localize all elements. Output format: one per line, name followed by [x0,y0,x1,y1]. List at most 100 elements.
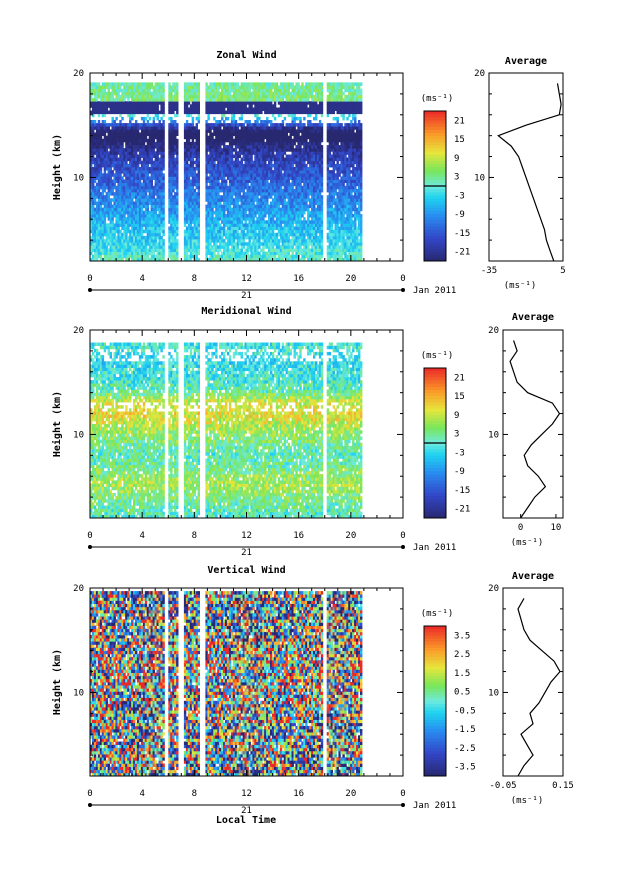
profile-x-tick-label: -0.05 [489,781,516,791]
colorbar-segment [424,757,446,761]
date-axis-dot [88,545,92,549]
colorbar-segment [424,739,446,743]
colorbar-unit: (ms⁻¹) [421,351,454,361]
colorbar-segment [424,462,446,466]
panel-title: Zonal Wind [216,49,276,61]
x-axis-label: Local Time [216,814,276,826]
colorbar-segment [424,412,446,416]
colorbar-tick-label: 15 [454,135,465,145]
colorbar-tick-label: -21 [454,248,470,258]
colorbar-segment [424,704,446,708]
colorbar-segment [424,217,446,221]
x-tick-label: 0 [400,789,405,799]
date-axis-dot [88,803,92,807]
colorbar-segment [424,493,446,497]
x-tick-label: 0 [87,789,92,799]
date-axis-dot [401,288,405,292]
colorbar-segment [424,717,446,721]
date-label: 21 [241,291,252,301]
colorbar-segment [424,437,446,441]
colorbar-segment [424,205,446,209]
colorbar-segment [424,710,446,714]
colorbar-segment [424,167,446,171]
colorbar-tick-label: -1.5 [454,725,476,735]
profile-x-tick-label: 0.15 [552,781,574,791]
colorbar-segment [424,195,446,199]
y-axis-label: Height (km) [51,134,63,200]
profile-x-tick-label: 5 [560,266,565,276]
colorbar-segment [424,111,446,115]
colorbar-segment [424,124,446,128]
profile-line [510,340,559,518]
colorbar-segment [424,767,446,771]
x-tick-label: 16 [293,531,304,541]
colorbar-segment [424,180,446,184]
colorbar-tick-label: -0.5 [454,706,476,716]
profile-y-tick-label: 20 [474,69,485,79]
profile-line [518,598,560,776]
profile-frame [489,73,563,261]
y-axis-label: Height (km) [51,649,63,715]
colorbar-segment [424,676,446,680]
colorbar: 3.52.51.50.5-0.5-1.5-2.5-3.5(ms⁻¹) [421,609,476,777]
colorbar-segment [424,487,446,491]
colorbar-segment [424,202,446,206]
colorbar-segment [424,742,446,746]
profile-y-tick-label: 20 [488,326,499,336]
colorbar-segment [424,673,446,677]
colorbar-segment [424,689,446,693]
colorbar-segment [424,170,446,174]
x-tick-label: 0 [87,531,92,541]
x-tick-label: 8 [192,531,197,541]
colorbar-segment [424,434,446,438]
profile-x-label: (ms⁻¹) [504,281,537,291]
colorbar-segment [424,177,446,181]
colorbar-segment [424,406,446,410]
colorbar-unit: (ms⁻¹) [421,94,454,104]
colorbar-segment [424,452,446,456]
colorbar-segment [424,651,446,655]
colorbar-tick-label: 3.5 [454,631,470,641]
colorbar-segment [424,127,446,131]
colorbar-segment [424,114,446,118]
panel-title: Vertical Wind [207,564,285,576]
colorbar-segment [424,145,446,149]
colorbar-segment [424,446,446,450]
colorbar-segment [424,654,446,658]
x-tick-label: 12 [241,531,252,541]
colorbar-segment [424,751,446,755]
colorbar-segment [424,468,446,472]
x-tick-label: 4 [139,274,144,284]
colorbar-segment [424,698,446,702]
colorbar-segment [424,465,446,469]
colorbar-segment [424,512,446,516]
x-tick-label: 4 [139,531,144,541]
colorbar-segment [424,471,446,475]
colorbar-segment [424,158,446,162]
colorbar-segment [424,632,446,636]
colorbar-tick-label: 0.5 [454,688,470,698]
colorbar-tick-label: 21 [454,116,465,126]
colorbar-segment [424,770,446,774]
colorbar-segment [424,371,446,375]
colorbar-segment [424,506,446,510]
colorbar-segment [424,374,446,378]
x-tick-label: 16 [293,274,304,284]
colorbar-segment [424,695,446,699]
heatmap-cells [90,82,362,261]
colorbar-segment [424,133,446,137]
colorbar-segment [424,136,446,140]
colorbar-segment [424,199,446,203]
colorbar-segment [424,214,446,218]
x-tick-label: 20 [345,789,356,799]
colorbar-segment [424,502,446,506]
date-axis-dot [401,545,405,549]
profile-frame [503,588,563,776]
colorbar-tick-label: -15 [454,486,470,496]
colorbar-segment [424,142,446,146]
